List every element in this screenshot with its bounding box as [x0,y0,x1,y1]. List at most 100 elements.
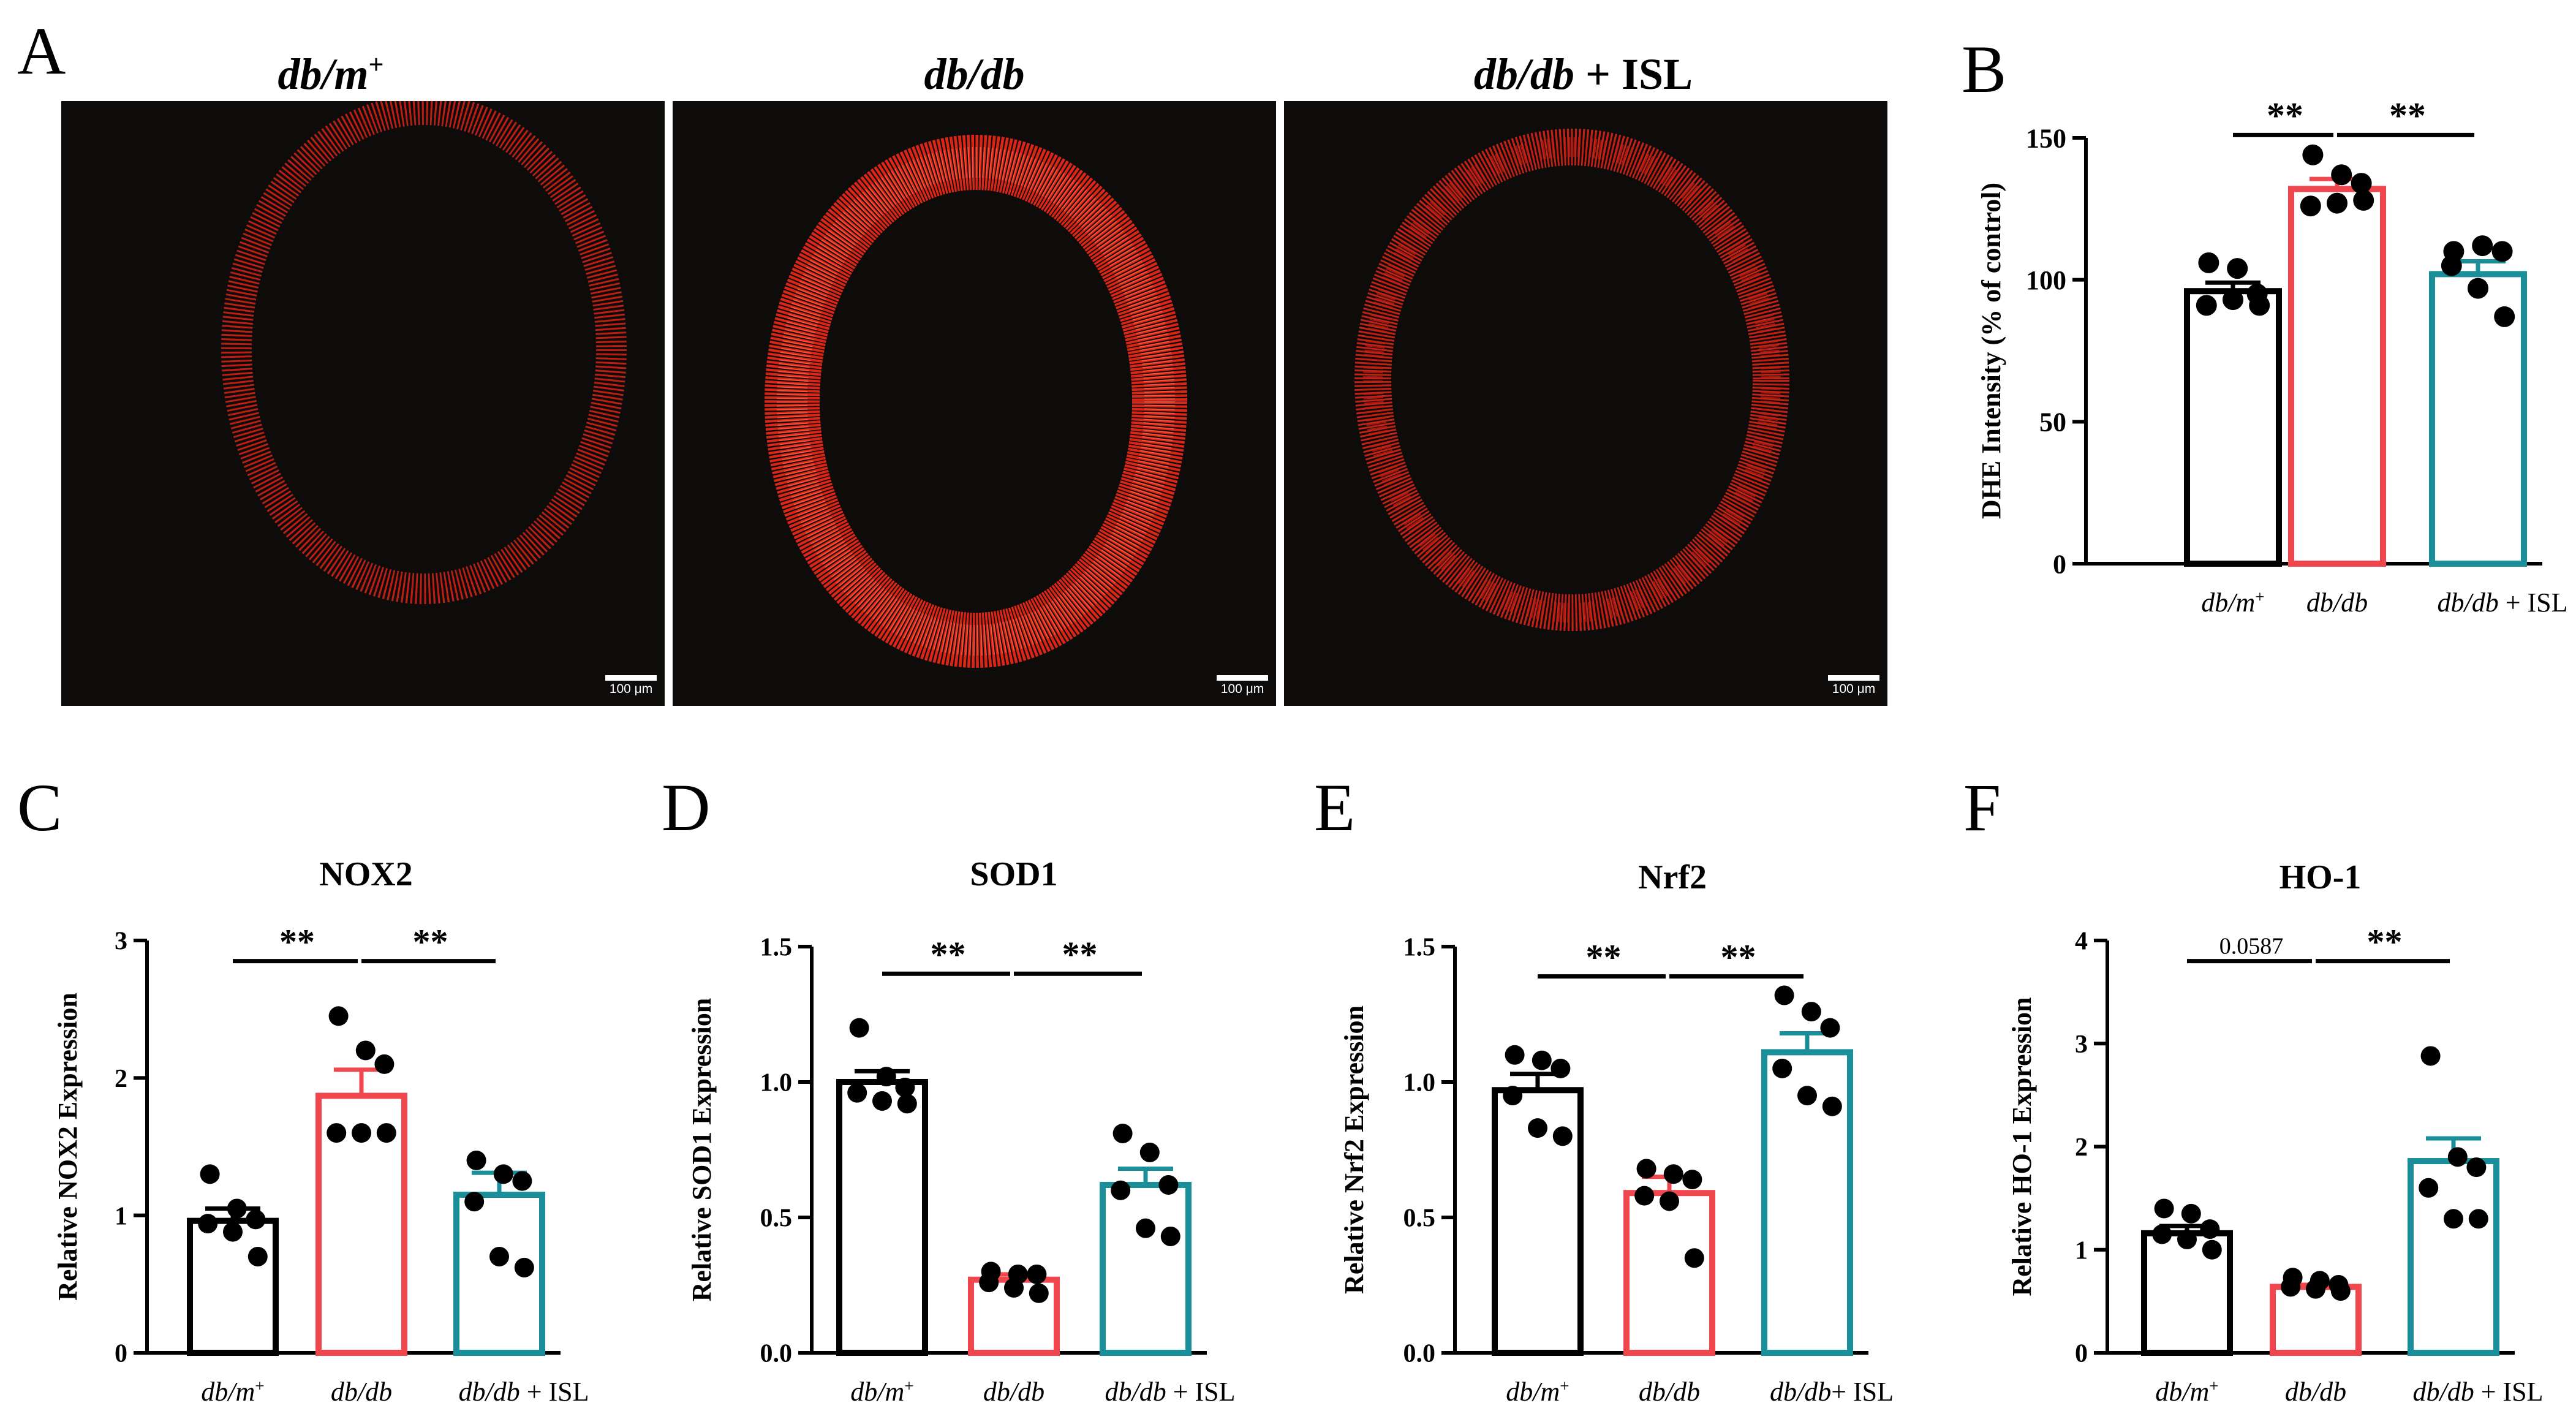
chart-e-y-axis-label: Relative Nrf2 Expression [1339,1005,1369,1294]
chart-b-data-point [2227,258,2248,279]
chart-e-data-point [1634,1186,1655,1206]
chart-f-significance-label: 0.0587 [2219,934,2284,959]
chart-b-data-point [2468,278,2488,299]
chart-b-data-point [2351,173,2372,194]
chart-c-x-tick-label: db/db [331,1377,392,1407]
panel-label-e: E [1314,770,1356,845]
chart-f-data-point [2177,1229,2197,1249]
chart-c-data-point [328,1006,349,1026]
chart-f-data-point [2152,1224,2172,1244]
chart-e-y-tick-label: 1.0 [1403,1069,1436,1097]
chart-f-data-point [2200,1219,2220,1239]
chart-c-data-point [374,1054,395,1074]
chart-f-title: HO-1 [2279,858,2362,896]
chart-f-data-point [2419,1178,2439,1198]
vessel-ring-dbdb [765,135,1187,668]
dhe-image-dbm: 100 μm [61,101,665,706]
chart-c-data-point [246,1209,266,1230]
chart-f-data-point [2468,1209,2488,1229]
panel-label-d: D [662,770,711,845]
chart-b-data-point [2327,192,2347,214]
chart-f-data-point [2420,1046,2441,1066]
chart-d-data-point [872,1091,892,1111]
chart-f-x-tick-label: db/db + ISL [2412,1377,2543,1407]
chart-c-bar [187,1217,279,1357]
chart-d-significance-label: ** [1062,934,1098,974]
chart-b-bar [2184,288,2282,567]
chart-e-data-point [1774,985,1794,1005]
chart-b-data-point [2196,295,2217,316]
chart-d-data-point [1112,1123,1133,1143]
chart-e-x-tick-label: db/db [1639,1377,1700,1407]
chart-b-data-point [2491,241,2513,262]
chart-c-significance-label: ** [413,922,448,962]
chart-d-title: SOD1 [970,855,1057,893]
chart-c-data-point [376,1123,396,1143]
chart-c-data-point [198,1214,218,1234]
chart-f-y-tick-label: 1 [2075,1236,2088,1265]
chart-d-y-tick-label: 1.5 [760,934,793,962]
chart-b-data-point [2441,255,2462,276]
chart-c-x-tick-label: db/m+ [201,1377,264,1407]
chart-e-data-point [1801,1002,1821,1022]
chart-d-data-point [1111,1180,1131,1200]
chart-c-y-tick-label: 0 [115,1340,127,1368]
chart-d-y-tick-label: 0.5 [760,1205,793,1233]
chart-e-data-point [1797,1086,1817,1106]
chart-b-bar [2288,186,2386,567]
chart-d-bar [836,1079,928,1356]
image-title-dbm: db/m+ [278,50,384,99]
chart-f-y-tick-label: 0 [2075,1340,2088,1368]
chart-f-x-tick-label: db/m+ [2155,1377,2218,1407]
chart-f-data-point [2154,1198,2174,1219]
chart-b-data-point [2331,164,2352,186]
chart-d-data-point [1027,1264,1047,1284]
chart-c-data-point [489,1246,509,1266]
chart-e-y-tick-label: 0.5 [1403,1205,1436,1233]
chart-d-data-point [849,1018,869,1038]
chart-c-y-tick-label: 1 [115,1202,127,1230]
chart-b-y-tick-label: 50 [2039,407,2066,437]
chart-b-significance-label: ** [2267,95,2303,135]
image-title-dbdb-isl: db/db + ISL [1473,50,1693,99]
chart-f-data-point [2181,1203,2201,1224]
chart-f-y-tick-label: 3 [2075,1031,2088,1059]
chart-f-data-point [2306,1279,2325,1299]
chart-d-data-point [1004,1277,1024,1298]
chart-c-x-tick-label: db/db + ISL [458,1377,589,1407]
chart-c-data-point [227,1198,247,1219]
chart-e-data-point [1772,1058,1792,1078]
chart-d-data-point [1029,1283,1049,1303]
chart-c-y-tick-label: 3 [115,928,127,956]
chart-b-x-tick-label: db/m+ [2201,588,2264,618]
chart-f-data-point [2330,1281,2351,1301]
chart-b-data-point [2249,295,2270,316]
chart-f-data-point [2466,1157,2487,1178]
chart-f-x-tick-label: db/db [2285,1377,2346,1407]
chart-e-y-tick-label: 1.5 [1403,934,1436,962]
chart-e-x-tick-label: db/db+ ISL [1770,1377,1894,1407]
chart-e-data-point [1505,1045,1525,1065]
dhe-image-dbdb: 100 μm [673,101,1276,706]
chart-c-data-point [514,1257,534,1277]
chart-b-data-point [2223,289,2243,311]
chart-c-title: NOX2 [319,855,412,893]
chart-b-data-point [2198,252,2219,273]
chart-c-data-point [352,1123,371,1143]
chart-e-data-point [1532,1050,1552,1070]
chart-d-data-point [1139,1142,1160,1162]
chart-e-data-point [1528,1118,1547,1138]
chart-e-data-point [1682,1170,1702,1190]
chart-d-data-point [1136,1218,1155,1238]
chart-b-data-point [2353,189,2374,211]
panel-label-a: A [17,13,66,88]
chart-e-data-point [1551,1058,1571,1078]
chart-b-y-tick-label: 150 [2026,123,2066,153]
chart-c-y-tick-label: 2 [115,1065,127,1093]
chart-d-y-axis-label: Relative SOD1 Expression [687,998,717,1301]
chart-f-data-point [2281,1277,2301,1297]
scale-bar: 100 μm [1217,675,1273,697]
chart-c-data-point [327,1123,347,1143]
image-title-dbdb: db/db [924,50,1025,99]
